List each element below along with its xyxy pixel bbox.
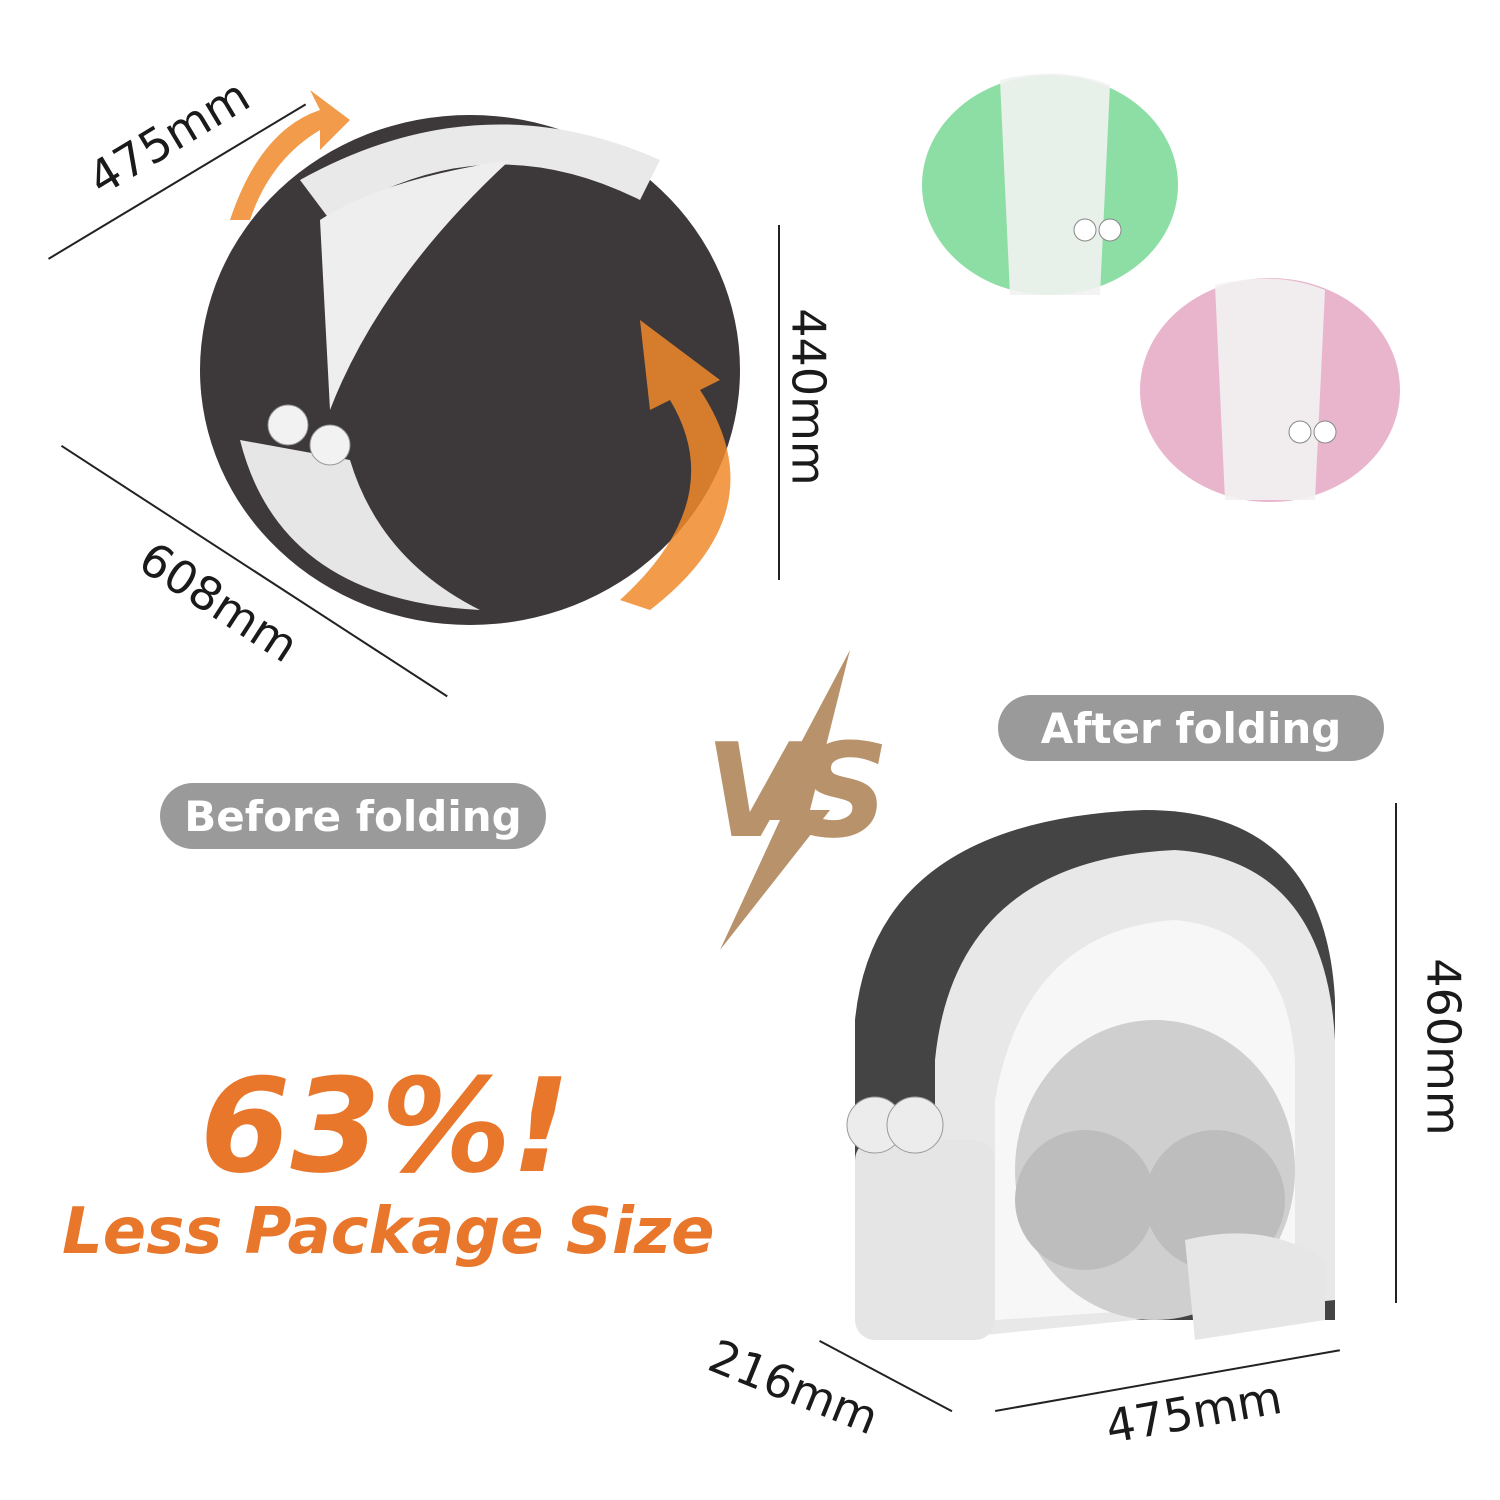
folded-dome-dark-image bbox=[200, 90, 740, 625]
dimension-line bbox=[1395, 803, 1397, 1303]
before-folding-label: Before folding bbox=[160, 783, 546, 849]
dome-green-image bbox=[922, 73, 1178, 295]
after-folding-label: After folding bbox=[998, 695, 1384, 761]
dimension-width-after: 475mm bbox=[1101, 1370, 1286, 1454]
percent-headline: 63%! bbox=[200, 1050, 571, 1202]
folded-unit-image bbox=[846, 810, 1335, 1340]
dimension-line bbox=[778, 225, 780, 580]
rotate-arrow-icon bbox=[230, 90, 350, 220]
dimension-height-before: 440mm bbox=[781, 308, 836, 486]
dimension-height-after: 460mm bbox=[1416, 958, 1471, 1136]
vs-label: VS bbox=[705, 715, 889, 867]
headline-subtitle: Less Package Size bbox=[62, 1195, 715, 1269]
dome-pink-image bbox=[1140, 278, 1400, 502]
rotate-arrow-icon bbox=[620, 320, 731, 610]
lightning-icon bbox=[720, 650, 850, 950]
